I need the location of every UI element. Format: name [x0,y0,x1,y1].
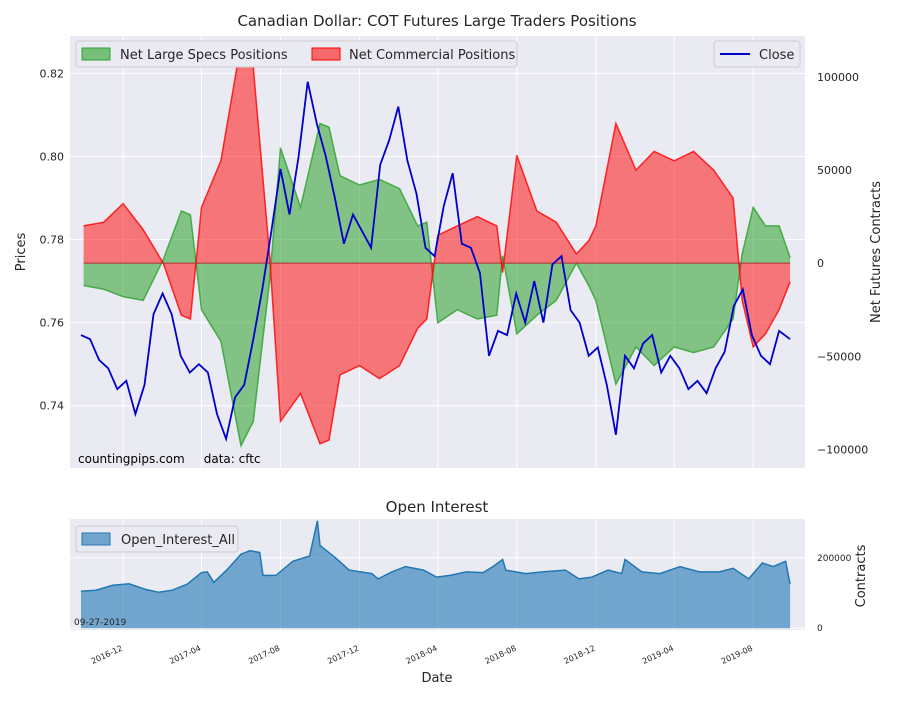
right-tick-label: −100000 [817,443,868,456]
report-date-label: 09-27-2019 [74,618,127,628]
legend-swatch-commercial [311,47,341,61]
positions-legend: Net Large Specs Positions Net Commercial… [75,40,518,68]
top-chart-title: Canadian Dollar: COT Futures Large Trade… [237,12,636,30]
date-tick-label: 2018-04 [405,644,439,666]
open-interest-outline [80,520,791,594]
net-large-specs-area-fill [83,123,791,446]
prices-axis-label: Prices [14,233,29,272]
net-large-specs-area-outline [83,122,791,448]
date-tick-label: 2018-12 [563,644,597,666]
left-tick-label: 0.80 [40,150,65,163]
legend-label-specs: Net Large Specs Positions [120,48,288,63]
legend-label-commercial: Net Commercial Positions [349,48,515,63]
positions-legend-box [75,40,518,68]
right-tick-label: −50000 [817,350,861,363]
date-tick-label: 2019-04 [641,644,675,666]
net-futures-axis-label: Net Futures Contracts [869,181,884,323]
legend-swatch-open-interest [81,532,111,546]
contracts-axis-label: Contracts [854,544,869,607]
top-right-ticks: −100000 −50000 0 50000 100000 [817,71,868,456]
right-tick-label: 100000 [817,71,859,84]
left-tick-label: 0.82 [40,67,65,80]
source-annotation: countingpips.com data: cftc [78,452,261,466]
contracts-tick-label: 0 [817,624,823,634]
left-tick-label: 0.76 [40,317,65,330]
left-tick-label: 0.74 [40,400,65,413]
bottom-chart-title: Open Interest [386,498,489,516]
date-tick-label: 2019-08 [720,644,754,666]
legend-label-close: Close [759,48,794,63]
top-close-line [80,81,791,443]
right-tick-label: 0 [817,257,824,270]
date-tick-label: 2017-12 [326,644,360,666]
open-interest-chart: 0 200000 2016-12 2017-04 2017-08 2017-12 2018… [70,498,869,686]
date-tick-label: 2017-08 [247,644,281,666]
price-positions-chart: 0.74 0.76 0.78 0.80 0.82 −100000 −50000 0 50000… [14,12,884,468]
close-price-line [80,81,791,443]
top-left-ticks: 0.74 0.76 0.78 0.80 0.82 [40,67,65,412]
close-legend: Close [713,40,801,68]
open-interest-legend-box [75,525,239,553]
bottom-x-ticks: 2016-12 2017-04 2017-08 2017-12 2018-04 2018-… [90,644,754,666]
legend-swatch-specs [81,47,111,61]
open-interest-legend: Open_Interest_All [75,525,239,553]
bottom-right-ticks: 0 200000 [817,554,852,634]
close-legend-box [713,40,801,68]
left-tick-label: 0.78 [40,234,65,247]
open-interest-fill [81,520,791,629]
right-tick-label: 50000 [817,164,852,177]
legend-label-open-interest: Open_Interest_All [121,533,235,548]
date-tick-label: 2018-08 [484,644,518,666]
date-tick-label: 2016-12 [90,644,124,666]
bottom-area [80,520,791,629]
date-axis-label: Date [421,671,452,686]
date-tick-label: 2017-04 [168,644,202,666]
contracts-tick-label: 200000 [817,554,852,564]
